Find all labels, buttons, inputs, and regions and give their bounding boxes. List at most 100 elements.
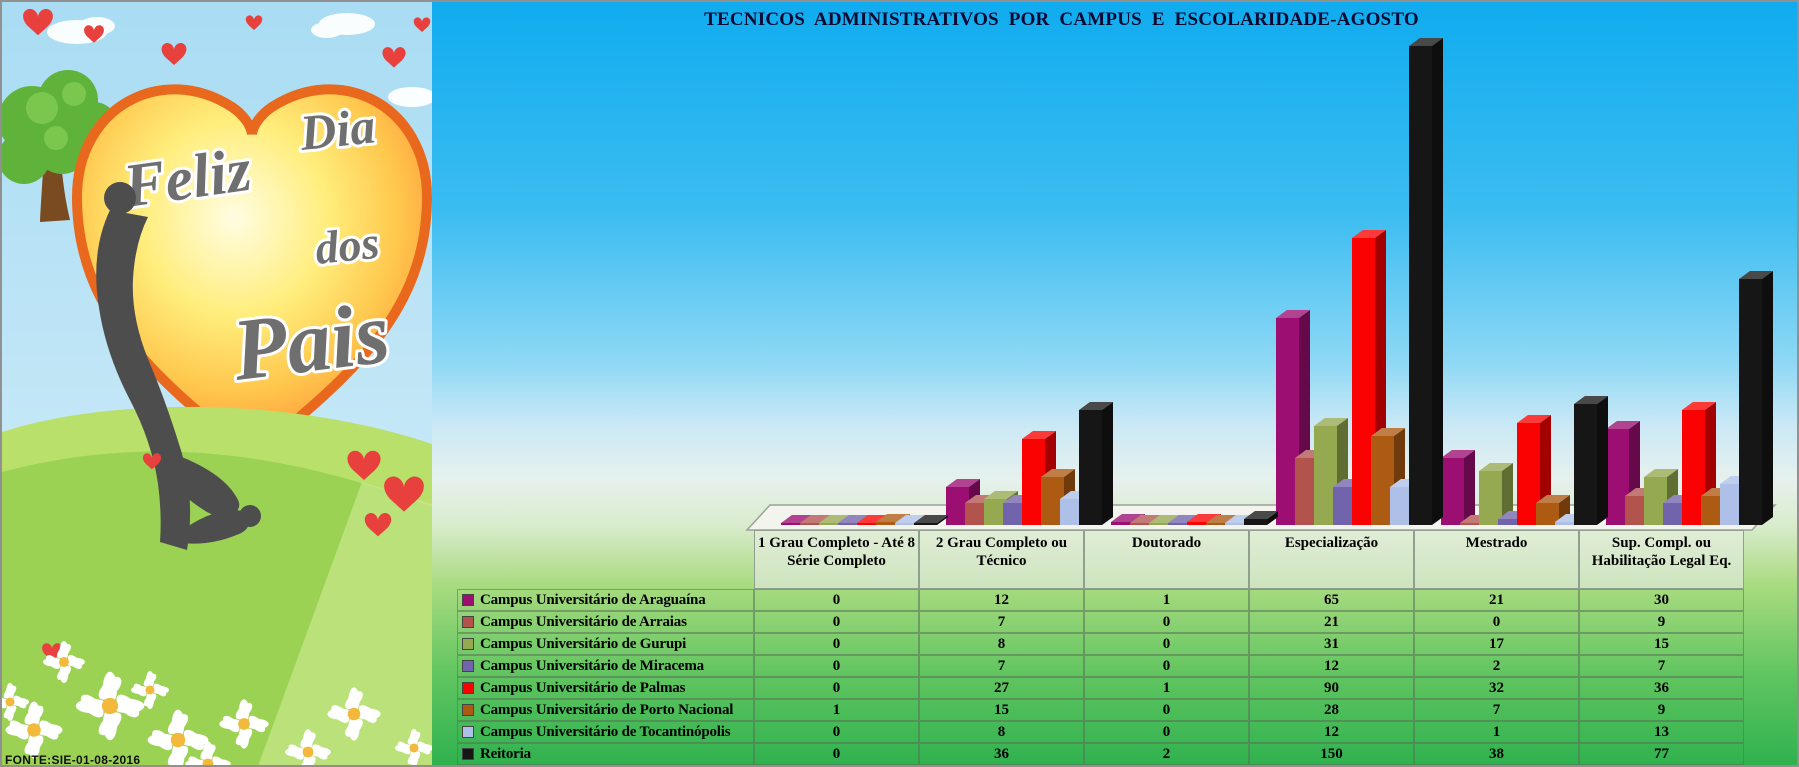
table-value-cell: 1 [1084, 677, 1249, 699]
table-value-cell: 2 [1084, 743, 1249, 765]
legend-swatch [462, 748, 474, 760]
legend-swatch [462, 704, 474, 716]
bar-front [1352, 238, 1375, 525]
table-value-cell: 65 [1249, 589, 1414, 611]
table-value-cell: 27 [919, 677, 1084, 699]
bar-front [1111, 522, 1134, 525]
series-name: Campus Universitário de Palmas [480, 679, 686, 696]
table-value-cell: 12 [1249, 655, 1414, 677]
bar-front [1479, 471, 1502, 525]
bar-front [1003, 503, 1026, 525]
table-value-cell: 0 [754, 655, 919, 677]
legend-swatch [462, 660, 474, 672]
table-header-cell: Mestrado [1414, 530, 1579, 589]
bar-front [1625, 496, 1648, 525]
bar-front [1682, 410, 1705, 525]
bar-front [1041, 477, 1064, 525]
table-value-cell: 28 [1249, 699, 1414, 721]
series-name: Campus Universitário de Porto Nacional [480, 701, 734, 718]
table-value-cell: 7 [1414, 699, 1579, 721]
table-value-cell: 0 [1414, 611, 1579, 633]
table-value-cell: 0 [1084, 633, 1249, 655]
bar-front [1244, 519, 1267, 525]
table-value-cell: 7 [1579, 655, 1744, 677]
chart-title: TECNICOS ADMINISTRATIVOS POR CAMPUS E ES… [704, 9, 1419, 30]
table-value-cell: 77 [1579, 743, 1744, 765]
table-value-cell: 1 [1414, 721, 1579, 743]
table-value-cell: 1 [1084, 589, 1249, 611]
bar-front [965, 503, 988, 525]
bar-front [1130, 523, 1153, 525]
table-header-cell: Doutorado [1084, 530, 1249, 589]
bars-layer [432, 2, 1797, 765]
bar-front [984, 499, 1007, 525]
table-value-cell: 17 [1414, 633, 1579, 655]
bar-front [1060, 499, 1083, 525]
table-value-cell: 36 [919, 743, 1084, 765]
bar-front [1574, 404, 1597, 525]
table-value-cell: 12 [919, 589, 1084, 611]
table-value-cell: 2 [1414, 655, 1579, 677]
table-value-cell: 21 [1414, 589, 1579, 611]
series-name: Campus Universitário de Arraias [480, 613, 687, 630]
dia-text: Dia [296, 97, 377, 161]
table-value-cell: 0 [754, 633, 919, 655]
bar-front [1517, 423, 1540, 525]
table-value-cell: 7 [919, 611, 1084, 633]
table-value-cell: 7 [919, 655, 1084, 677]
table-row-label: Campus Universitário de Gurupi [457, 633, 754, 655]
dos-text: dos [313, 217, 382, 274]
table-row-label: Campus Universitário de Palmas [457, 677, 754, 699]
table-value-cell: 15 [919, 699, 1084, 721]
father-child-silhouette [96, 182, 261, 550]
table-value-cell: 1 [754, 699, 919, 721]
table-value-cell: 0 [1084, 699, 1249, 721]
legend-swatch [462, 638, 474, 650]
bar-front [819, 523, 842, 525]
table-row-label: Campus Universitário de Miracema [457, 655, 754, 677]
pais-text: Pais [227, 285, 395, 400]
table-value-cell: 9 [1579, 699, 1744, 721]
chart-area: TECNICOS ADMINISTRATIVOS POR CAMPUS E ES… [432, 2, 1797, 765]
table-value-cell: 0 [1084, 721, 1249, 743]
table-value-cell: 13 [1579, 721, 1744, 743]
table-value-cell: 0 [754, 589, 919, 611]
bar-front [1225, 523, 1248, 525]
bar-front [1441, 458, 1464, 525]
bar-front [1555, 522, 1578, 525]
fathers-day-illustration: Feliz Dia dos Pais [2, 2, 432, 765]
table-value-cell: 31 [1249, 633, 1414, 655]
bar-front [914, 523, 937, 525]
source-note: FONTE:SIE-01-08-2016 [5, 753, 141, 767]
table-value-cell: 0 [1084, 655, 1249, 677]
table-row-label: Campus Universitário de Arraias [457, 611, 754, 633]
bar-front [1276, 318, 1299, 525]
table-value-cell: 12 [1249, 721, 1414, 743]
bar-front [1498, 519, 1521, 525]
table-value-cell: 150 [1249, 743, 1414, 765]
bar-front [1371, 436, 1394, 525]
big-heart [71, 84, 432, 464]
table-value-cell: 30 [1579, 589, 1744, 611]
table-value-cell: 15 [1579, 633, 1744, 655]
table-row-label: Campus Universitário de Araguaína [457, 589, 754, 611]
table-value-cell: 21 [1249, 611, 1414, 633]
bar-front [1314, 426, 1337, 525]
series-name: Campus Universitário de Araguaína [480, 591, 706, 608]
bar-front [1701, 496, 1724, 525]
table-header-cell: 2 Grau Completo ou Técnico [919, 530, 1084, 589]
bar-front [1663, 503, 1686, 525]
series-name: Reitoria [480, 745, 531, 762]
bar-front [800, 523, 823, 525]
bar-front [1739, 279, 1762, 525]
table-value-cell: 9 [1579, 611, 1744, 633]
legend-swatch [462, 616, 474, 628]
table-row-label: Campus Universitário de Tocantinópolis [457, 721, 754, 743]
table-value-cell: 0 [754, 721, 919, 743]
table-value-cell: 8 [919, 633, 1084, 655]
bar-front [1079, 410, 1102, 525]
bar-front [1720, 484, 1743, 525]
greeting-text: Feliz Dia dos Pais [115, 94, 397, 403]
bar-front [1333, 487, 1356, 525]
